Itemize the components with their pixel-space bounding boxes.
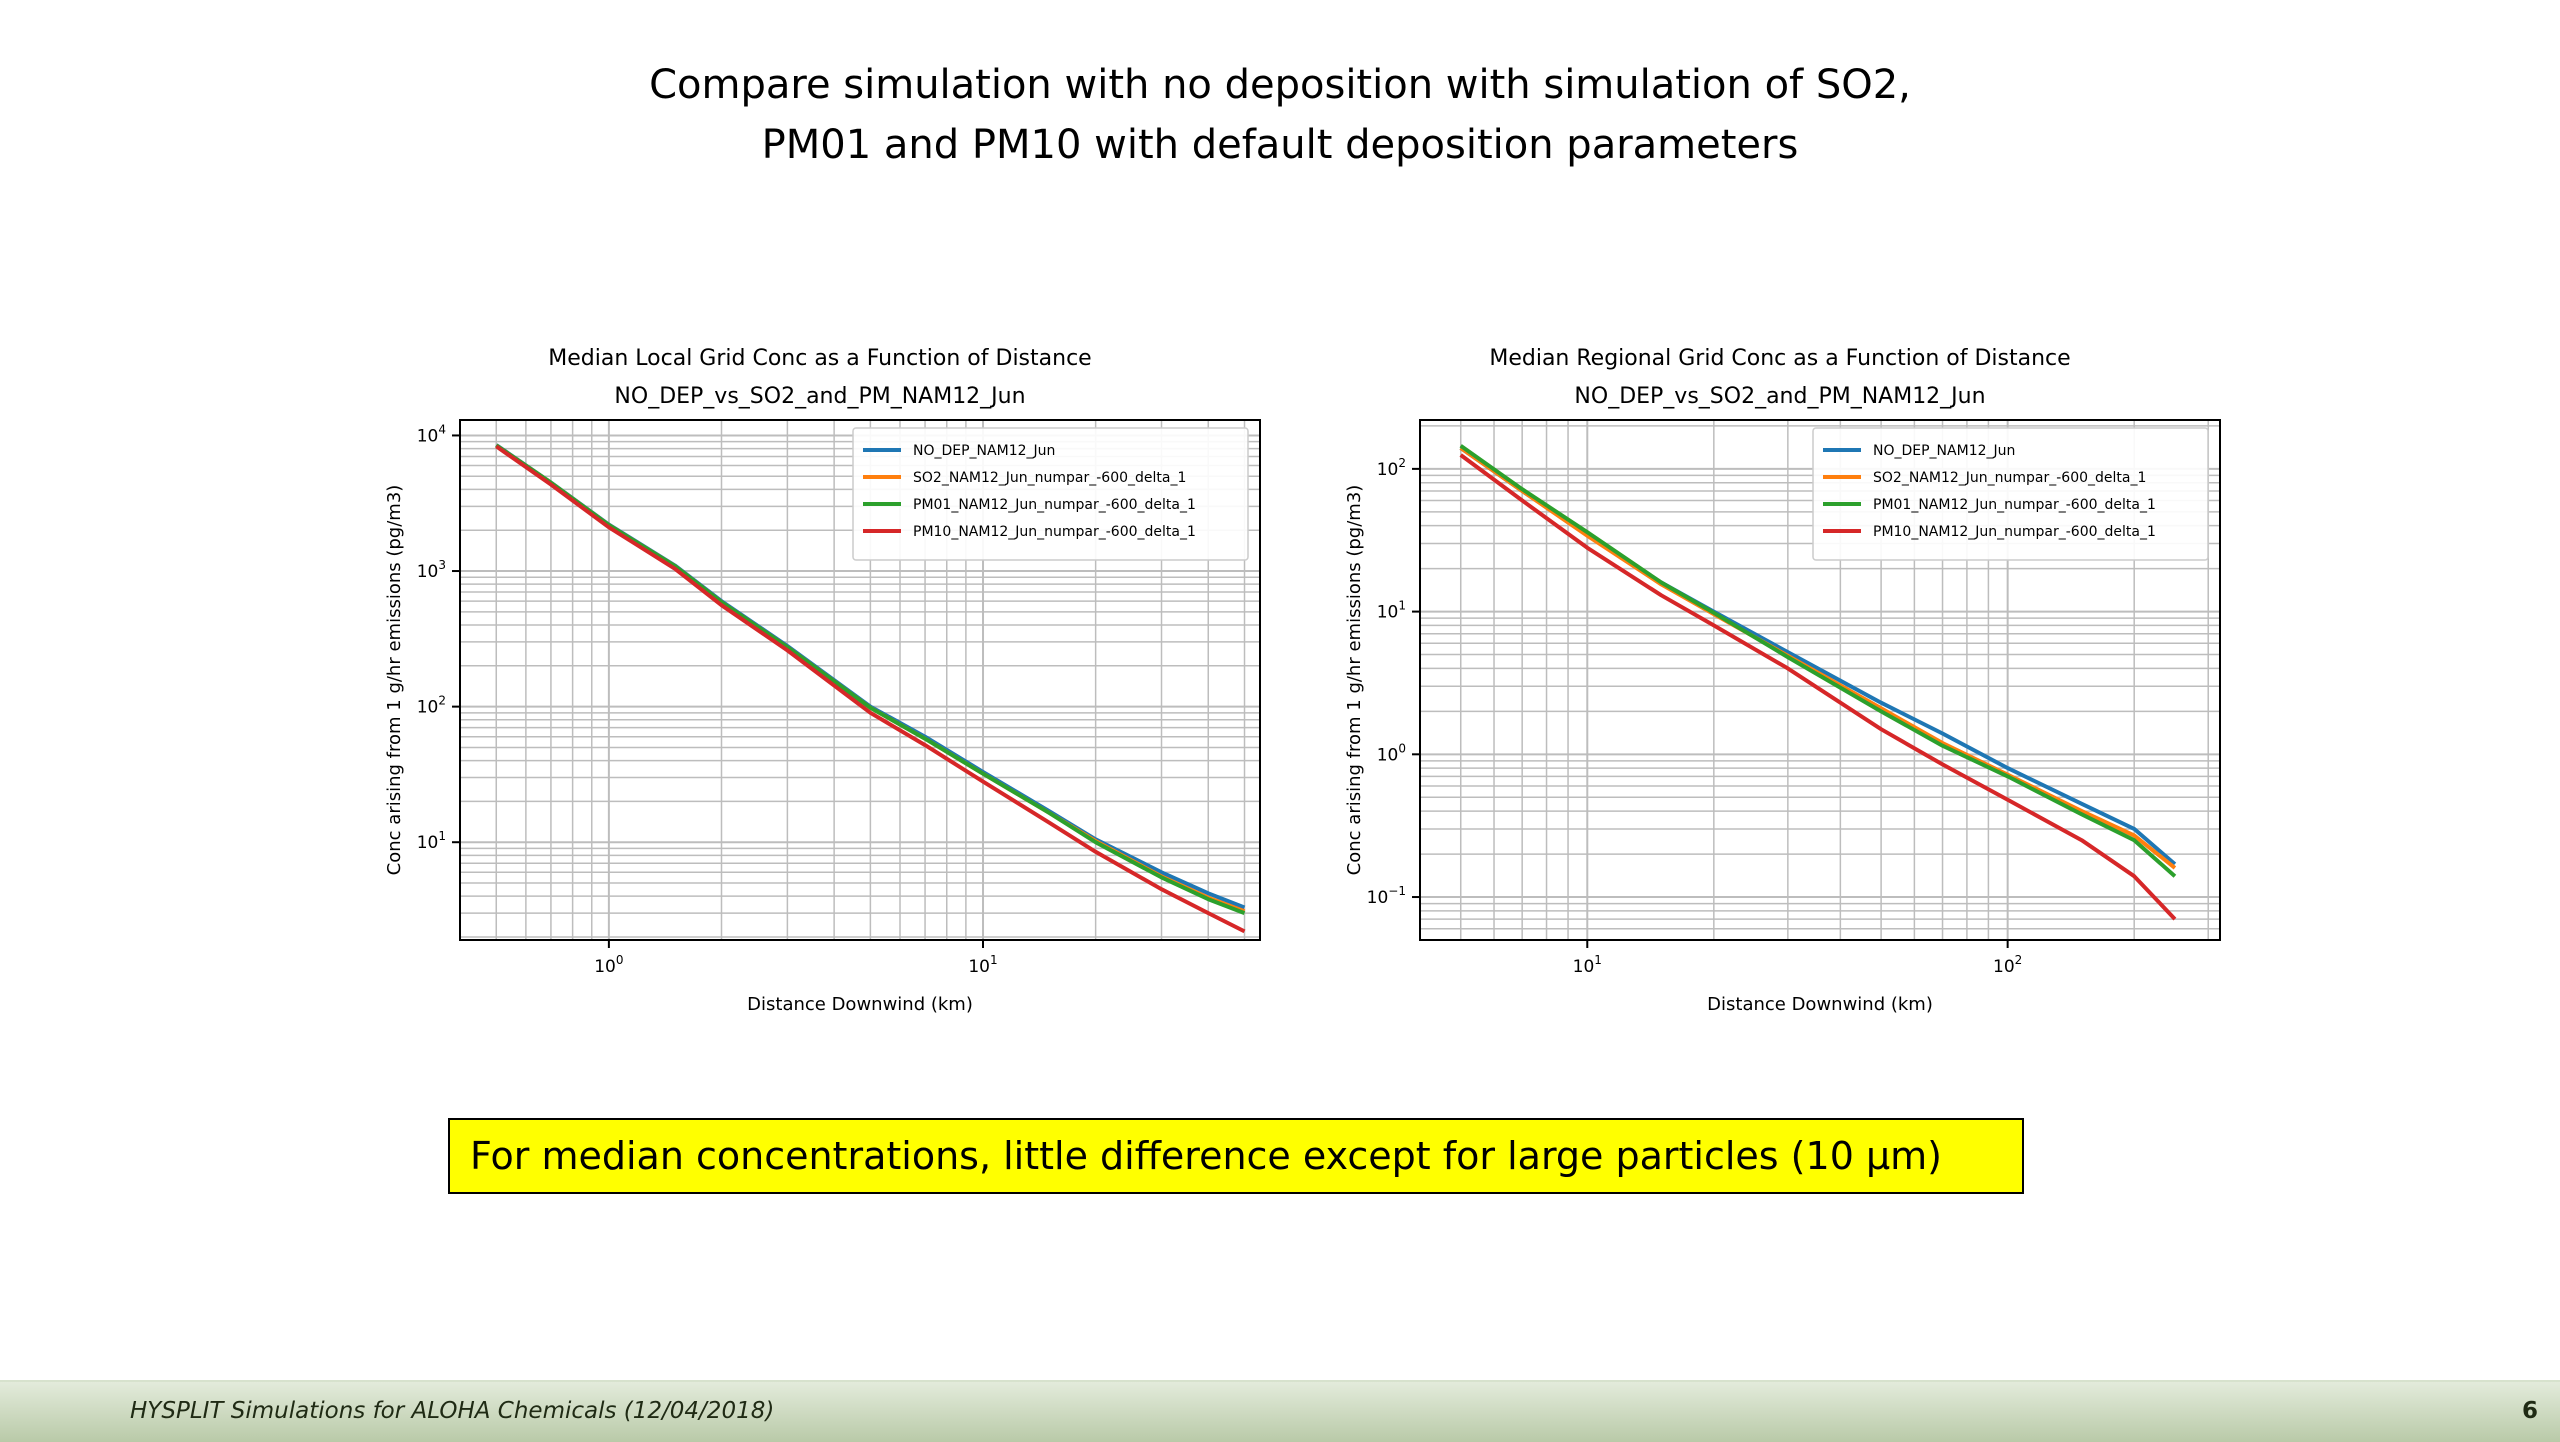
legend: NO_DEP_NAM12_Jun SO2_NAM12_Jun_numpar_-60… <box>1812 427 2209 561</box>
local-grid-chart: Median Local Grid Conc as a Function of … <box>384 346 1261 1015</box>
x-tick-label: 100 <box>594 953 623 977</box>
x-tick-exponent: 1 <box>1594 953 1602 967</box>
legend-entry-2: SO2_NAM12_Jun_numpar_-600_delta_1 <box>1873 470 2146 486</box>
y-tick-exponent: 2 <box>438 694 446 708</box>
x-tick-label: 101 <box>1573 953 1602 977</box>
slide-title-line-2: PM01 and PM10 with default deposition pa… <box>761 122 1799 168</box>
y-tick-label: 10−1 <box>1367 884 1406 908</box>
y-tick-base: 10 <box>1377 460 1399 480</box>
summary-callout: For median concentrations, little differ… <box>448 1118 2024 1194</box>
y-axis-label: Conc arising from 1 g/hr emissions (pg/m… <box>1344 485 1365 876</box>
y-tick-label: 102 <box>1377 456 1406 480</box>
chart-subtitle: NO_DEP_vs_SO2_and_PM_NAM12_Jun <box>614 384 1025 409</box>
x-tick-label: 101 <box>968 953 997 977</box>
legend-entry-4: PM10_NAM12_Jun_numpar_-600_delta_1 <box>1873 524 2156 540</box>
y-tick-exponent: 4 <box>438 422 446 436</box>
slide-title-line-1: Compare simulation with no deposition wi… <box>649 62 1911 108</box>
x-tick-exponent: 0 <box>616 953 624 967</box>
y-tick-base: 10 <box>1377 745 1399 765</box>
y-tick-base: 10 <box>417 426 439 446</box>
y-tick-base: 10 <box>1367 888 1389 908</box>
y-tick-base: 10 <box>417 562 439 582</box>
x-axis-label: Distance Downwind (km) <box>747 994 973 1015</box>
regional-grid-chart: Median Regional Grid Conc as a Function … <box>1344 346 2221 1015</box>
y-axis-label: Conc arising from 1 g/hr emissions (pg/m… <box>384 485 405 876</box>
legend-entry-3: PM01_NAM12_Jun_numpar_-600_delta_1 <box>913 497 1196 513</box>
y-tick-exponent: 1 <box>1398 599 1406 613</box>
legend-box <box>852 427 1249 561</box>
legend-entry-1: NO_DEP_NAM12_Jun <box>913 443 1055 459</box>
y-tick-base: 10 <box>1377 603 1399 623</box>
footer-bar: HYSPLIT Simulations for ALOHA Chemicals … <box>0 1380 2560 1442</box>
chart-title: Median Local Grid Conc as a Function of … <box>548 346 1091 371</box>
legend-entry-3: PM01_NAM12_Jun_numpar_-600_delta_1 <box>1873 497 2156 513</box>
x-tick-exponent: 2 <box>2015 953 2023 967</box>
y-tick-label: 104 <box>417 422 446 446</box>
legend-entry-4: PM10_NAM12_Jun_numpar_-600_delta_1 <box>913 524 1196 540</box>
y-tick-exponent: −1 <box>1388 884 1406 898</box>
chart-title: Median Regional Grid Conc as a Function … <box>1489 346 2070 371</box>
x-tick-base: 10 <box>1993 957 2015 977</box>
legend-entry-1: NO_DEP_NAM12_Jun <box>1873 443 2015 459</box>
x-tick-base: 10 <box>1573 957 1595 977</box>
slide-title: Compare simulation with no deposition wi… <box>0 55 2560 175</box>
series-line-3 <box>1459 444 2177 878</box>
x-tick-base: 10 <box>594 957 616 977</box>
y-tick-exponent: 0 <box>1398 741 1406 755</box>
y-tick-exponent: 3 <box>438 558 446 572</box>
plot-frame <box>1419 419 2221 941</box>
chart-subtitle: NO_DEP_vs_SO2_and_PM_NAM12_Jun <box>1574 384 1985 409</box>
legend-box <box>1812 427 2209 561</box>
y-tick-base: 10 <box>417 698 439 718</box>
x-tick-exponent: 1 <box>990 953 998 967</box>
y-tick-label: 102 <box>417 694 446 718</box>
y-tick-label: 103 <box>417 558 446 582</box>
plot-frame <box>459 419 1261 941</box>
x-tick-base: 10 <box>968 957 990 977</box>
legend: NO_DEP_NAM12_Jun SO2_NAM12_Jun_numpar_-60… <box>852 427 1249 561</box>
y-tick-label: 100 <box>1377 741 1406 765</box>
y-tick-label: 101 <box>417 829 446 853</box>
y-tick-exponent: 2 <box>1398 456 1406 470</box>
y-tick-exponent: 1 <box>438 829 446 843</box>
series-line-4 <box>495 444 1246 934</box>
footer-text: HYSPLIT Simulations for ALOHA Chemicals … <box>130 1398 775 1424</box>
x-axis-label: Distance Downwind (km) <box>1707 994 1933 1015</box>
page-number: 6 <box>2521 1398 2538 1424</box>
y-tick-base: 10 <box>417 833 439 853</box>
legend-entry-2: SO2_NAM12_Jun_numpar_-600_delta_1 <box>913 470 1186 486</box>
x-tick-label: 102 <box>1993 953 2022 977</box>
y-tick-label: 101 <box>1377 599 1406 623</box>
series-line-4 <box>1459 453 2177 921</box>
